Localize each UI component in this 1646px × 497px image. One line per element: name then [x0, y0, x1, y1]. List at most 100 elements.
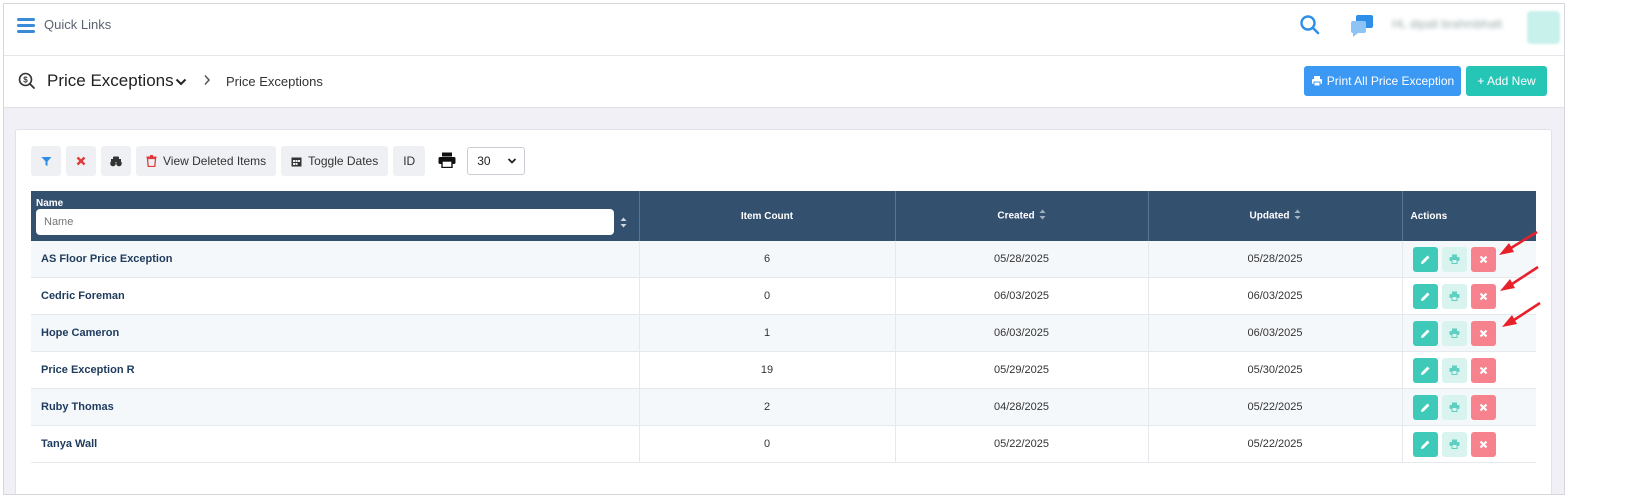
row-name[interactable]: AS Floor Price Exception — [31, 241, 640, 278]
close-icon — [1479, 403, 1487, 411]
row-actions — [1402, 425, 1536, 463]
row-name[interactable]: Ruby Thomas — [31, 388, 640, 426]
row-name[interactable]: Hope Cameron — [31, 314, 640, 352]
print-all-label: Print All Price Exception — [1326, 74, 1455, 88]
binoculars-icon — [110, 156, 122, 166]
search-icon[interactable] — [1299, 14, 1321, 39]
row-item-count: 2 — [639, 388, 896, 426]
menu-icon[interactable] — [17, 18, 35, 34]
close-icon — [76, 156, 86, 166]
print-icon — [1449, 328, 1459, 338]
column-header-updated[interactable]: Updated — [1148, 191, 1403, 241]
filter-icon — [41, 156, 51, 166]
print-icon — [1449, 365, 1459, 375]
delete-button[interactable] — [1470, 357, 1496, 383]
edit-button[interactable] — [1412, 320, 1438, 346]
row-actions — [1402, 314, 1536, 352]
toggle-dates-label: Toggle Dates — [308, 154, 379, 168]
page-size-select[interactable]: 30 — [467, 147, 526, 175]
print-icon — [1449, 402, 1459, 412]
table-row: Cedric Foreman 0 06/03/2025 06/03/2025 — [31, 277, 1536, 315]
close-icon — [1479, 255, 1487, 263]
table-row: Tanya Wall 0 05/22/2025 05/22/2025 — [31, 425, 1536, 463]
add-new-button[interactable]: + Add New — [1466, 66, 1547, 96]
breadcrumb: Price Exceptions — [226, 74, 323, 89]
close-icon — [1479, 366, 1487, 374]
edit-button[interactable] — [1412, 246, 1438, 272]
svg-text:$: $ — [23, 76, 28, 85]
trash-icon — [146, 155, 157, 167]
avatar[interactable] — [1527, 11, 1560, 44]
pencil-icon — [1420, 366, 1429, 375]
row-created: 05/28/2025 — [895, 241, 1149, 278]
filter-button[interactable] — [31, 146, 61, 176]
row-name[interactable]: Price Exception R — [31, 351, 640, 389]
delete-button[interactable] — [1470, 283, 1496, 309]
row-actions — [1402, 351, 1536, 389]
pencil-icon — [1420, 403, 1429, 412]
print-icon — [1449, 439, 1459, 449]
row-updated: 05/30/2025 — [1148, 351, 1403, 389]
edit-button[interactable] — [1412, 394, 1438, 420]
toggle-dates-button[interactable]: Toggle Dates — [281, 146, 389, 176]
print-all-button[interactable]: Print All Price Exception — [1304, 66, 1461, 96]
delete-button[interactable] — [1470, 394, 1496, 420]
table-header-row: Name Item Count Created Updated Actions — [31, 191, 1536, 241]
chevron-right-icon — [203, 74, 211, 89]
page-title[interactable]: Price Exceptions — [47, 71, 174, 90]
delete-button[interactable] — [1470, 320, 1496, 346]
edit-button[interactable] — [1412, 357, 1438, 383]
row-name[interactable]: Cedric Foreman — [31, 277, 640, 315]
print-icon[interactable] — [438, 152, 456, 171]
sort-icon[interactable] — [1294, 209, 1301, 223]
print-button[interactable] — [1441, 283, 1467, 309]
delete-button[interactable] — [1470, 246, 1496, 272]
row-item-count: 1 — [639, 314, 896, 352]
app-window: Quick Links Hi, dipali brahmbhatt $ Pric… — [3, 3, 1565, 495]
row-actions — [1402, 241, 1536, 278]
column-header-created[interactable]: Created — [895, 191, 1149, 241]
pencil-icon — [1420, 440, 1429, 449]
row-created: 05/22/2025 — [895, 425, 1149, 463]
name-filter-input[interactable] — [36, 209, 614, 235]
user-greeting[interactable]: Hi, dipali brahmbhatt — [1392, 17, 1503, 31]
chevron-down-icon[interactable] — [175, 75, 187, 90]
view-deleted-label: View Deleted Items — [163, 154, 267, 168]
print-button[interactable] — [1441, 320, 1467, 346]
print-button[interactable] — [1441, 431, 1467, 457]
row-updated: 06/03/2025 — [1148, 314, 1403, 352]
search-toggle-button[interactable] — [101, 146, 131, 176]
table-row: Hope Cameron 1 06/03/2025 06/03/2025 — [31, 314, 1536, 352]
chat-icon[interactable] — [1349, 13, 1375, 40]
row-name[interactable]: Tanya Wall — [31, 425, 640, 463]
row-item-count: 0 — [639, 425, 896, 463]
row-created: 05/29/2025 — [895, 351, 1149, 389]
print-button[interactable] — [1441, 394, 1467, 420]
table-row: Price Exception R 19 05/29/2025 05/30/2025 — [31, 351, 1536, 389]
row-created: 06/03/2025 — [895, 277, 1149, 315]
print-button[interactable] — [1441, 246, 1467, 272]
sort-icon[interactable] — [1039, 209, 1046, 223]
print-button[interactable] — [1441, 357, 1467, 383]
sort-icon[interactable] — [620, 217, 627, 231]
column-header-name: Name — [31, 191, 640, 241]
edit-button[interactable] — [1412, 283, 1438, 309]
clear-filters-button[interactable] — [66, 146, 96, 176]
column-header-item-count: Item Count — [639, 191, 896, 241]
calendar-icon — [291, 157, 302, 166]
page-size-value: 30 — [477, 154, 491, 168]
column-header-actions: Actions — [1402, 191, 1536, 241]
page-header: $ Price Exceptions Price Exceptions Prin… — [4, 56, 1564, 108]
view-deleted-button[interactable]: View Deleted Items — [136, 146, 277, 176]
edit-button[interactable] — [1412, 431, 1438, 457]
quick-links-link[interactable]: Quick Links — [44, 17, 112, 32]
id-toggle-button[interactable]: ID — [393, 146, 426, 176]
top-navbar: Quick Links Hi, dipali brahmbhatt — [4, 4, 1564, 56]
close-icon — [1479, 292, 1487, 300]
table-row: AS Floor Price Exception 6 05/28/2025 05/28… — [31, 241, 1536, 278]
pencil-icon — [1420, 255, 1429, 264]
delete-button[interactable] — [1470, 431, 1496, 457]
row-item-count: 0 — [639, 277, 896, 315]
column-label-item-count: Item Count — [740, 210, 794, 222]
table-row: Ruby Thomas 2 04/28/2025 05/22/2025 — [31, 388, 1536, 426]
